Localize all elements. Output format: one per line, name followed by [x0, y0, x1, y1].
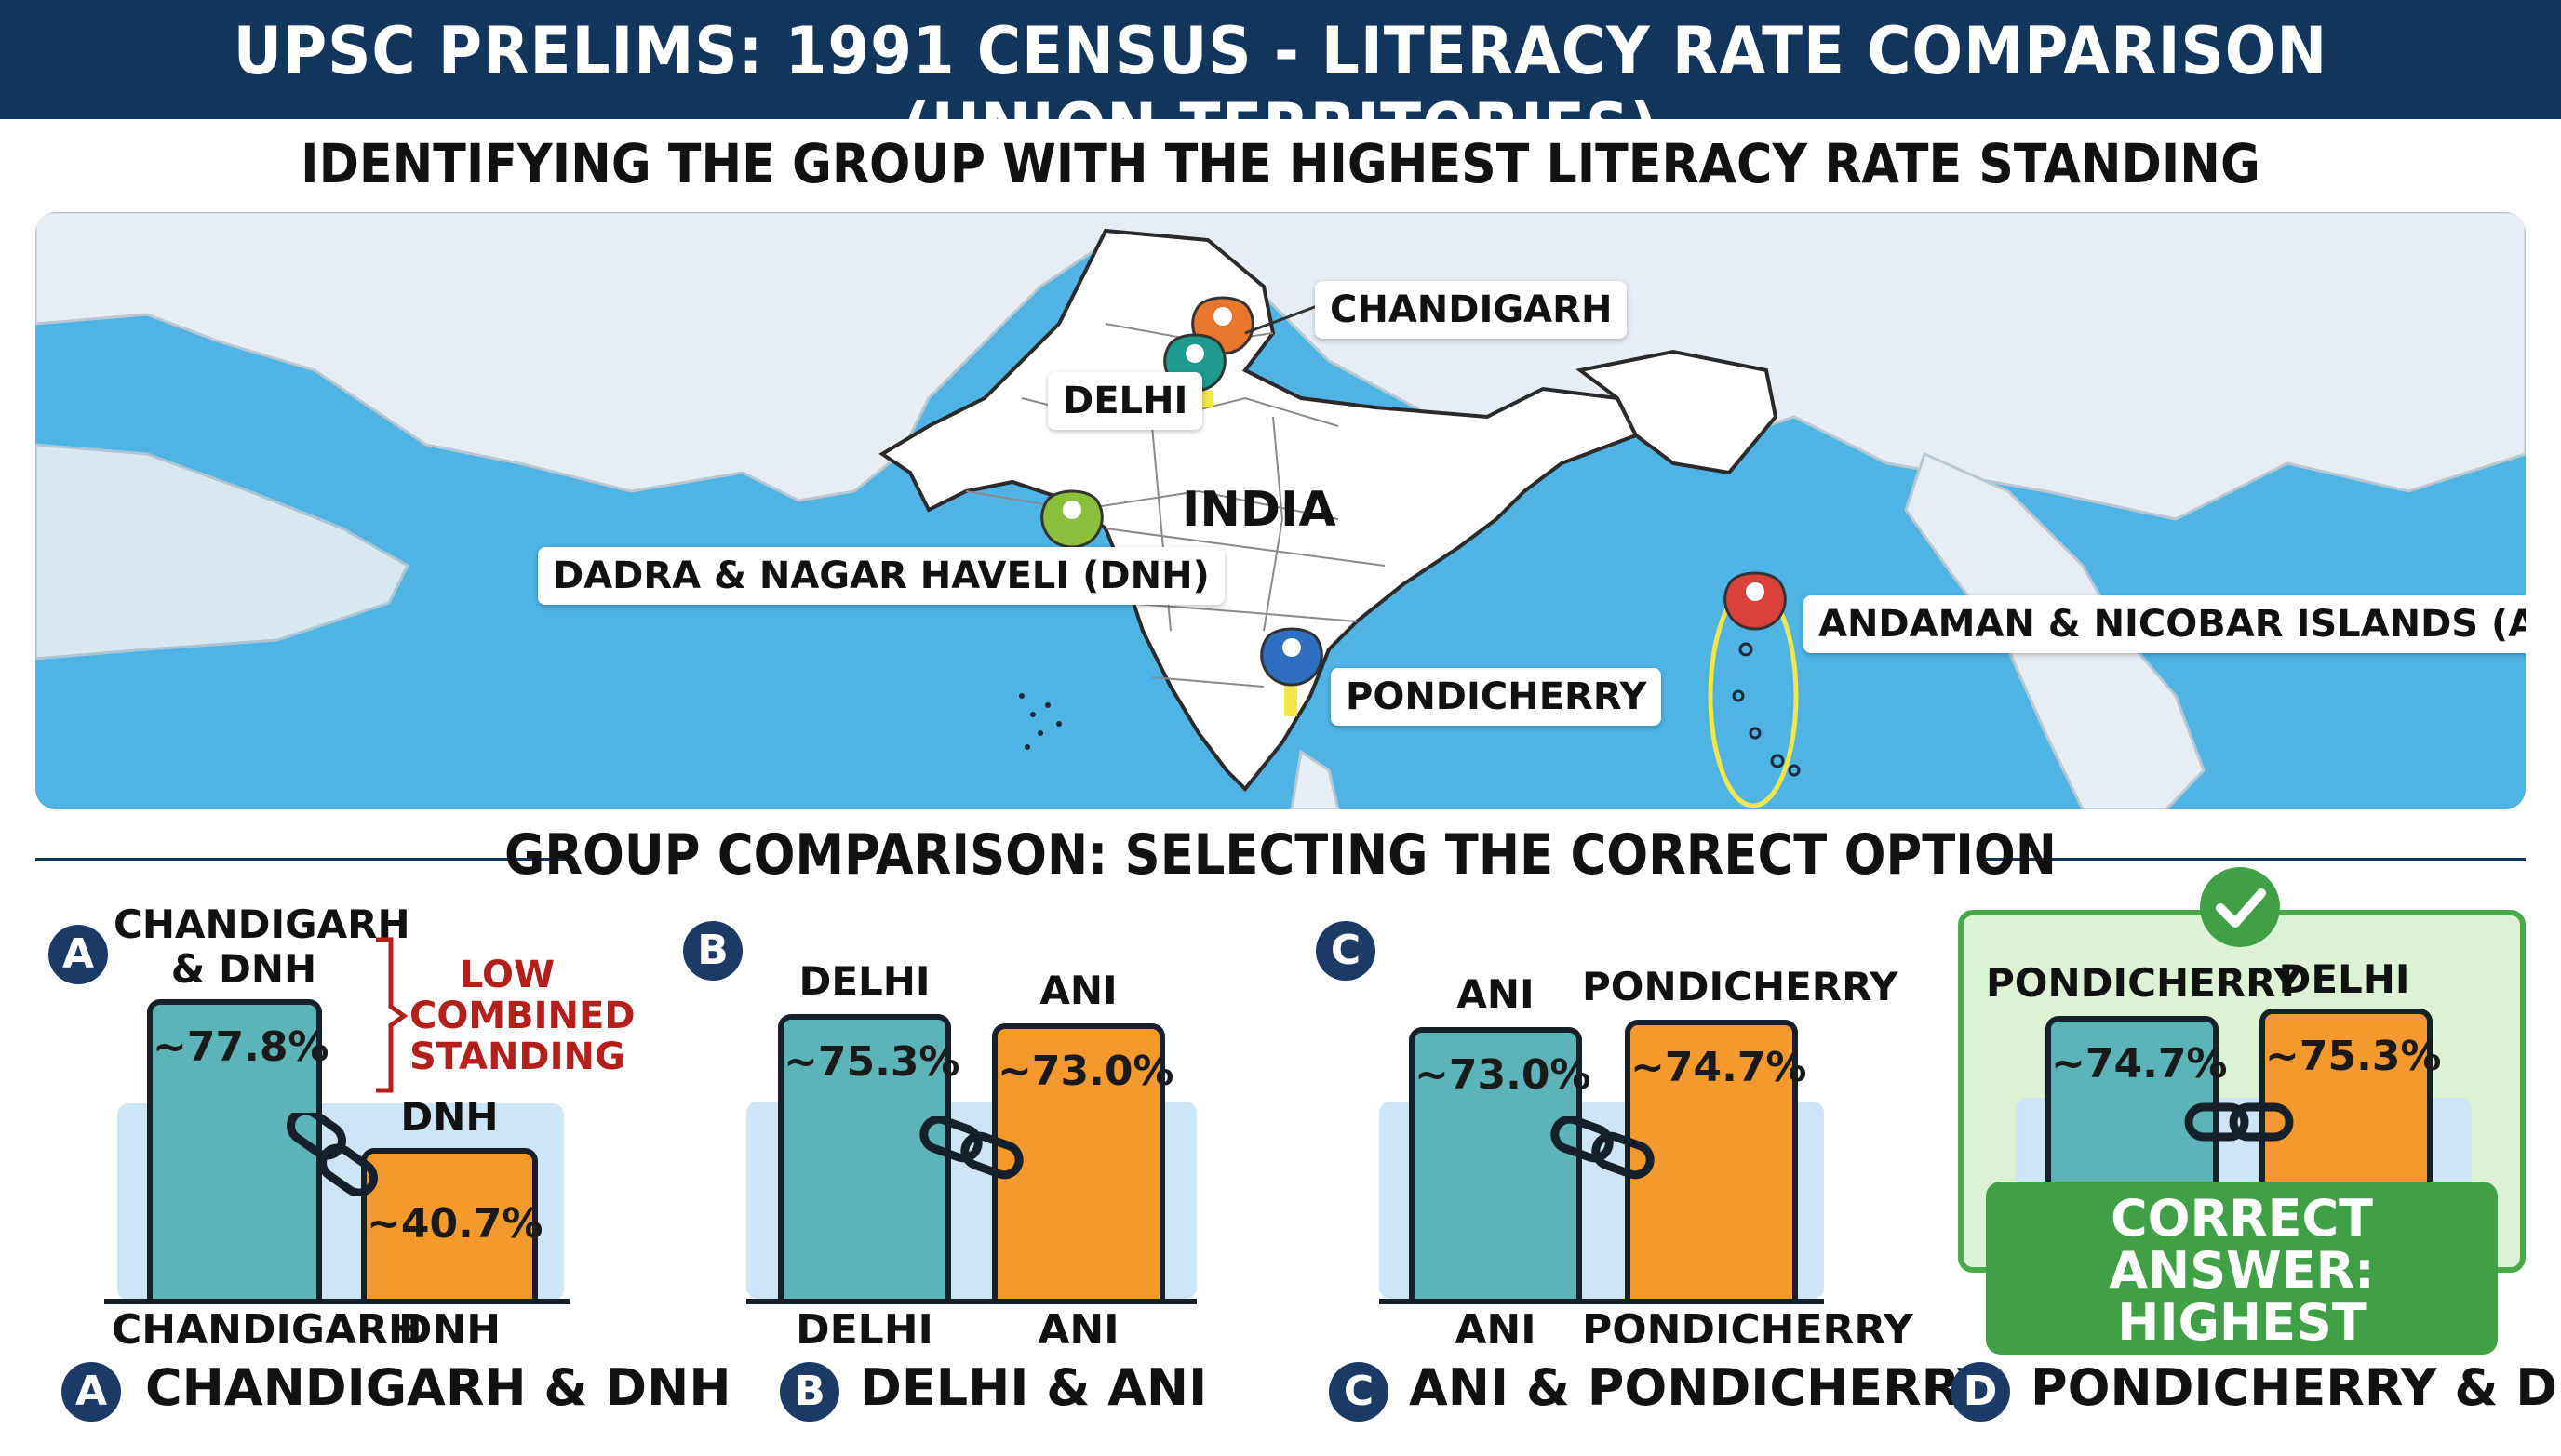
label-dnh: DADRA & NAGAR HAVELI (DNH) — [538, 547, 1225, 605]
option-d-value-delhi: ~75.3% — [2265, 1033, 2442, 1080]
option-d-correct-banner: CORRECT ANSWER: HIGHEST COMBINED LITERAC… — [1986, 1182, 2498, 1453]
header-banner — [0, 0, 2561, 119]
neighbour-land-arabia — [35, 443, 409, 661]
label-chandigarh: CHANDIGARH — [1315, 281, 1628, 339]
neighbour-land-north — [35, 212, 2526, 521]
option-c-bar-ani: ~73.0% — [1409, 1027, 1591, 1301]
option-d-bar-delhi: ~75.3% — [2259, 1009, 2442, 1202]
option-a-caption: CHANDIGARH & DNH — [145, 1358, 731, 1417]
pin-dnh-icon — [1040, 489, 1104, 549]
option-c-value-ani: ~73.0% — [1415, 1051, 1591, 1099]
option-b-axis-ani: ANI — [1038, 1306, 1120, 1354]
option-a-badge: A — [48, 925, 108, 984]
option-d-bar-pondicherry: ~74.7% — [2045, 1016, 2228, 1202]
option-c-caption-badge: C — [1329, 1362, 1388, 1422]
page-title: UPSC PRELIMS: 1991 CENSUS - LITERACY RAT… — [233, 13, 2328, 166]
option-d-caption-badge: D — [1951, 1362, 2010, 1422]
option-b-axis-delhi: DELHI — [796, 1306, 933, 1354]
option-a-low-note: LOW COMBINED STANDING — [409, 954, 636, 1078]
option-c-badge: C — [1316, 921, 1375, 981]
section-divider-right — [1986, 858, 2526, 861]
option-a-value-chandigarh: ~77.8% — [153, 1023, 329, 1071]
pin-ani-icon — [1723, 571, 1787, 631]
option-b-caption: DELHI & ANI — [860, 1358, 1208, 1417]
option-d-bar-label-delhi: DELHI — [2278, 956, 2410, 1002]
option-a-bracket-icon — [376, 937, 409, 1093]
pondicherry-highlight — [1284, 685, 1297, 716]
page-subtitle: IDENTIFYING THE GROUP WITH THE HIGHEST L… — [301, 132, 2260, 195]
option-a-chain-link-icon — [287, 1113, 378, 1196]
option-c-axis-ani: ANI — [1455, 1306, 1536, 1354]
option-a-axis-chandigarh: CHANDIGARH — [112, 1306, 422, 1354]
option-a-caption-badge: A — [61, 1362, 121, 1422]
option-c-axis-pondicherry: PONDICHERRY — [1582, 1306, 1913, 1354]
pin-pondicherry-icon — [1260, 627, 1323, 687]
option-c-value-pondicherry: ~74.7% — [1630, 1044, 1807, 1091]
checkmark-icon — [2200, 867, 2280, 947]
option-c-bar-label-pondicherry: PONDICHERRY — [1582, 964, 1898, 1009]
neighbour-land-sri-lanka — [1290, 749, 1340, 809]
section-title: GROUP COMPARISON: SELECTING THE CORRECT … — [504, 822, 2057, 888]
label-pondicherry: PONDICHERRY — [1331, 668, 1662, 726]
option-a-group-label: CHANDIGARH & DNH — [114, 902, 410, 992]
option-c-chain-link-icon — [1550, 1116, 1655, 1180]
option-d-chain-link-icon — [2184, 1102, 2294, 1142]
option-c-bar-label-ani: ANI — [1456, 971, 1535, 1017]
option-d-caption: PONDICHERRY & DELHI — [2031, 1358, 2561, 1417]
option-b-bar-label-ani: ANI — [1039, 968, 1118, 1013]
option-b-value-delhi: ~75.3% — [784, 1038, 960, 1086]
northeast-india — [1575, 349, 1778, 475]
option-a-axis-dnh: DNH — [397, 1306, 502, 1354]
option-a-baseline — [104, 1299, 570, 1304]
india-landmass — [878, 228, 1639, 792]
map-panel: INDIA CHANDIGARH DELHI DADRA & NAGAR HAV… — [35, 212, 2526, 809]
option-c-caption: ANI & PONDICHERRY — [1409, 1358, 1994, 1417]
option-b-value-ani: ~73.0% — [998, 1048, 1174, 1095]
option-b-baseline — [746, 1299, 1197, 1304]
lakshadweep-islands — [1019, 693, 1062, 750]
label-delhi: DELHI — [1048, 372, 1203, 430]
option-b-caption-badge: B — [780, 1362, 839, 1422]
option-a-value-dnh: ~40.7% — [367, 1200, 543, 1248]
option-a-bar-label-dnh: DNH — [400, 1094, 499, 1140]
option-b-bar-label-delhi: DELHI — [798, 958, 931, 1004]
option-c-baseline — [1379, 1299, 1824, 1304]
section-divider-left — [35, 858, 575, 861]
option-b-badge: B — [683, 921, 743, 981]
option-a-bar-dnh: ~40.7% — [361, 1148, 543, 1301]
chandigarh-leader-line — [1244, 303, 1321, 335]
india-label: INDIA — [1182, 482, 1336, 538]
option-d-value-pondicherry: ~74.7% — [2051, 1040, 2228, 1088]
label-ani: ANDAMAN & NICOBAR ISLANDS (ANI) — [1803, 595, 2526, 653]
andaman-islands — [1732, 642, 1801, 777]
option-b-chain-link-icon — [919, 1116, 1024, 1180]
option-d-bar-label-pondicherry: PONDICHERRY — [1986, 960, 2302, 1006]
